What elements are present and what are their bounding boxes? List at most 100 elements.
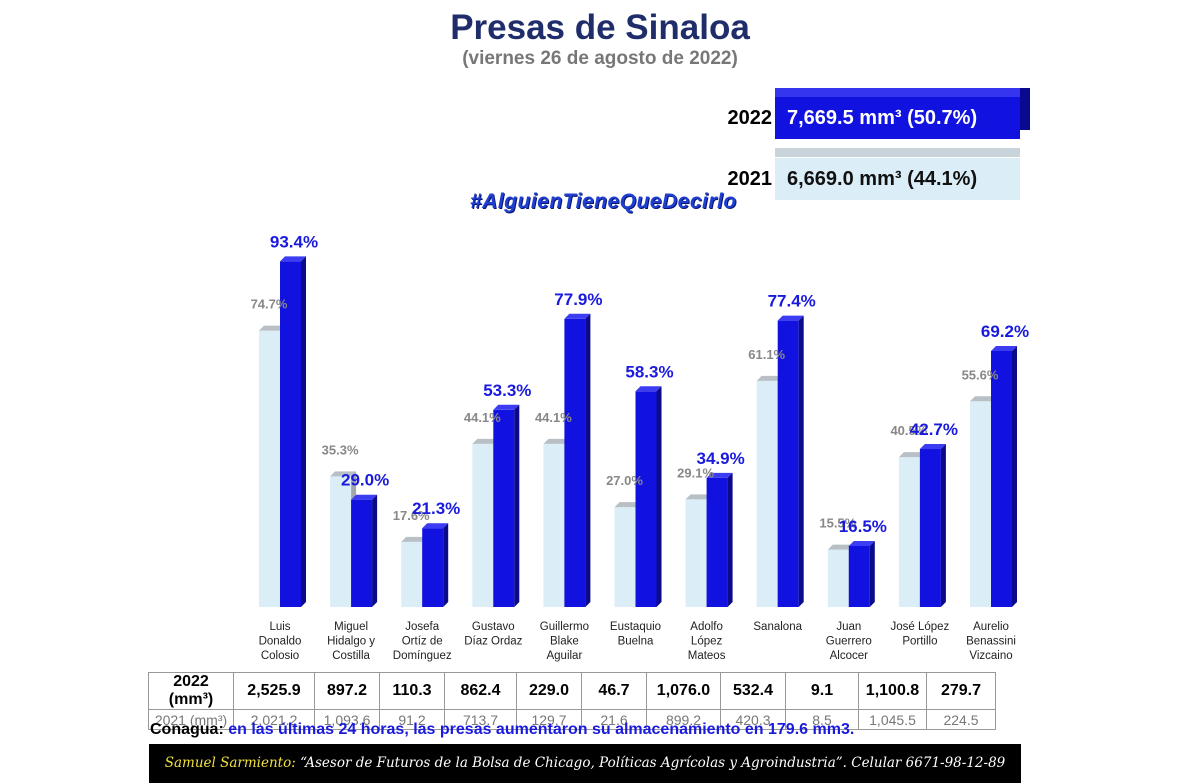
table-cell-2022: 229.0 [516,672,582,710]
data-label-2022-4: 77.9% [554,290,602,309]
category-label-8-2: Alcocer [830,650,869,662]
category-label-4-2: Aguilar [546,650,582,662]
data-label-2022-7: 77.4% [768,292,816,311]
data-label-2022-10: 69.2% [981,322,1029,341]
table-cell-2021: 1,093.6 [314,709,380,730]
bar-2021-6 [685,499,707,607]
bar-2022-3-top [493,404,520,410]
table-row-header-2021: 2021 (mm³) [148,709,234,730]
table-cell-2021: 129.7 [516,709,582,730]
bar-2021-0 [259,330,280,607]
category-label-9-0: José López [890,621,949,633]
total-2022-box-side [1020,88,1030,130]
table-cell-2021: 91.2 [379,709,445,730]
data-label-2021-2: 17.6% [393,508,430,523]
bar-2021-4-top [543,438,570,444]
table-row-2021: 2021 (mm³) 2,021.2 1,093.6 91.2 713.7 129.7 2… [148,709,996,730]
category-label-2-0: Josefa [405,621,439,633]
category-label-9-1: Portillo [902,636,937,648]
data-label-2021-7: 61.1% [748,347,785,362]
bar-2021-6-top [685,494,712,500]
total-2021-value: 6,669.0 mm³ (44.1%) [775,158,1020,200]
category-label-6-0: Adolfo [690,621,723,633]
bar-2022-0-top [280,256,306,262]
category-label-10-2: Vizcaino [969,650,1012,662]
bar-2022-10-side [1012,345,1017,607]
table-cell-2022: 2,525.9 [233,672,315,710]
table-cell-2022: 532.4 [720,672,786,710]
data-label-2022-1: 29.0% [341,471,389,490]
bar-2021-5-top [614,502,641,508]
data-label-2022-0: 93.4% [270,232,318,251]
bar-2022-3-side [514,404,520,607]
bar-2022-4 [564,318,586,607]
bar-2022-6 [706,477,728,607]
bar-2022-3 [493,409,515,607]
bar-2022-7 [777,320,799,607]
bar-2022-10 [991,350,1012,607]
data-label-2022-8: 16.5% [839,517,887,536]
data-label-2022-3: 53.3% [483,381,531,400]
category-label-3-1: Díaz Ordaz [464,636,522,648]
bar-2022-9 [919,449,941,607]
data-label-2021-10: 55.6% [962,367,999,382]
bar-2022-6-top [706,472,733,478]
table-cell-2021: 224.5 [926,709,996,730]
table-cell-2022: 110.3 [379,672,445,710]
bar-chart: 74.7% 93.4% Luis Donaldo Colosio 35.3% 29.0% Mi… [251,232,1030,662]
total-2021-box-top [775,148,1020,157]
table-cell-2022: 1,076.0 [646,672,721,710]
bar-2021-2-top [401,536,428,542]
bar-2021-0-top [259,325,285,331]
bar-2022-5-side [656,386,662,607]
bar-2022-5-top [635,386,662,392]
category-label-1-1: Hidalgo y [327,636,375,648]
bar-2021-1-top [330,471,357,477]
table-cell-2022: 279.7 [926,672,996,710]
category-label-0-1: Donaldo [259,636,302,648]
data-label-2022-6: 34.9% [696,449,744,468]
table-cell-2022: 9.1 [785,672,859,710]
data-label-2021-9: 40.5% [890,423,927,438]
category-label-7-0: Sanalona [753,621,802,633]
category-label-0-2: Colosio [261,650,299,662]
bar-2022-8-side [869,540,875,607]
bar-2022-1-top [351,494,378,500]
table-cell-2021: 713.7 [444,709,517,730]
category-label-6-1: López [691,636,723,648]
bar-2022-7-side [798,315,804,607]
data-label-2022-5: 58.3% [625,362,673,381]
category-label-6-2: Mateos [688,650,726,662]
table-cell-2021: 2,021.2 [233,709,315,730]
data-table: 2022 (mm³) 2,525.9 897.2 110.3 862.4 229.0 46… [148,672,996,730]
bar-2021-8 [827,549,849,607]
category-label-2-1: Ortíz de [402,636,443,648]
bar-2022-5 [635,391,657,607]
category-label-8-0: Juan [836,621,861,633]
category-label-3-0: Gustavo [472,621,515,633]
bar-2021-9-top [898,452,925,458]
bar-2021-3-top [472,438,499,444]
bar-2022-0 [280,261,301,607]
category-label-4-0: Guillermo [540,621,589,633]
total-2022-box-top [775,88,1020,97]
footer-banner: Samuel Sarmiento: “Asesor de Futuros de … [149,744,1021,783]
bar-2022-8 [848,545,870,607]
bar-2021-4 [543,443,565,607]
bar-2021-8-top [827,544,854,550]
bar-2021-7 [756,380,778,607]
footer-text: “Asesor de Futuros de la Bolsa de Chicag… [300,755,1006,771]
bar-2022-2 [422,528,444,607]
data-label-2021-4: 44.1% [535,410,572,425]
bar-2022-1 [351,499,373,607]
category-label-1-2: Costilla [332,650,370,662]
category-label-10-1: Benassini [966,636,1016,648]
data-label-2021-3: 44.1% [464,410,501,425]
table-cell-2021: 1,045.5 [858,709,927,730]
table-cell-2021: 8.5 [785,709,859,730]
conagua-note: Conagua: en las últimas 24 horas, las pr… [150,721,854,739]
bar-2021-7-top [756,375,783,381]
category-label-1-0: Miguel [334,621,368,633]
hashtag: #AlguienTieneQueDecirlo [470,190,737,213]
table-row-2022: 2022 (mm³) 2,525.9 897.2 110.3 862.4 229.0 46… [148,672,996,710]
